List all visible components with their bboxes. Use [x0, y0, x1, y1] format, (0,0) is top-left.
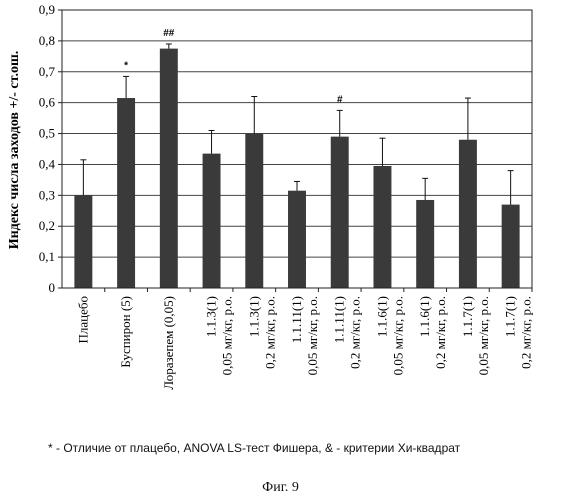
x-category-label-line: 1.1.11(1) [289, 296, 304, 343]
x-category-label-line: 0,05 мг/кг, р.о. [220, 296, 235, 375]
bars [74, 49, 519, 288]
x-category-label: 1.1.11(1)0,05 мг/кг, р.о. [289, 296, 320, 375]
y-axis-label: Индекс числа заходов +/- ст.ош. [7, 51, 22, 250]
y-tick-label: 0,7 [39, 64, 56, 79]
x-category-label-line: 0,2 мг/кг, р.о. [262, 296, 277, 369]
x-category-labels: Плацебо Буспирон (5) Лоразепем (0,05) 1.1.3… [75, 288, 533, 390]
y-tick-label: 0,6 [39, 95, 56, 110]
significance-mark: # [337, 94, 343, 105]
x-category-label-line: 1.1.3(1) [246, 296, 261, 337]
x-category-label: 1.1.7(1)0,2 мг/кг, р.о. [503, 296, 534, 369]
y-tick-label: 0,9 [39, 2, 55, 17]
y-tick-labels: 0 0,1 0,2 0,3 0,4 0,5 0,6 0,7 0,8 0,9 [39, 2, 62, 295]
x-category-label-line: 0,2 мг/кг, р.о. [433, 296, 448, 369]
bar-chart: Индекс числа заходов +/- ст.ош. 00,10,20… [0, 0, 561, 440]
bar [117, 98, 135, 288]
x-category-label-line: 1.1.6(1) [417, 296, 432, 337]
x-category-label-line: 1.1.7(1) [460, 296, 475, 337]
y-tick-label: 0,2 [39, 218, 55, 233]
y-tick-label: 0,1 [39, 249, 55, 264]
footnote: * - Отличие от плацебо, ANOVA LS-тест Фи… [48, 441, 561, 455]
x-category-label-line: 1.1.7(1) [503, 296, 518, 337]
bar [459, 140, 477, 288]
x-category-label-line: Плацебо [75, 296, 90, 344]
x-category-label-line: 1.1.6(1) [374, 296, 389, 337]
y-tick-label: 0,5 [39, 126, 55, 141]
x-category-label-line: 0,05 мг/кг, р.о. [390, 296, 405, 375]
bar [331, 137, 349, 288]
x-category-label: 1.1.6(1)0,2 мг/кг, р.о. [417, 296, 448, 369]
x-category-label-line: Лоразепем (0,05) [161, 296, 176, 390]
x-category-label: 1.1.11(1)0,2 мг/кг, р.о. [332, 296, 363, 369]
significance-marks: *### [124, 28, 343, 105]
bar [373, 166, 391, 288]
bar [74, 195, 92, 288]
x-category-label-line: 0,05 мг/кг, р.о. [476, 296, 491, 375]
significance-mark: * [124, 60, 128, 71]
x-category-label: Плацебо [75, 296, 90, 344]
x-category-label-line: Буспирон (5) [118, 296, 133, 368]
figure-caption: Фиг. 9 [0, 480, 561, 496]
bar [288, 191, 306, 288]
y-tick-label: 0,3 [39, 187, 55, 202]
bar [245, 134, 263, 288]
x-category-label-line: 1.1.3(1) [204, 296, 219, 337]
significance-mark: ## [163, 28, 175, 39]
x-category-label: Буспирон (5) [118, 296, 133, 368]
x-category-label: 1.1.3(1)0,05 мг/кг, р.о. [204, 296, 235, 375]
x-category-label: 1.1.7(1)0,05 мг/кг, р.о. [460, 296, 491, 375]
x-category-label: 1.1.3(1)0,2 мг/кг, р.о. [246, 296, 277, 369]
error-bars [80, 44, 513, 205]
bar [160, 49, 178, 288]
x-category-label-line: 0,2 мг/кг, р.о. [519, 296, 534, 369]
y-tick-label: 0,8 [39, 33, 55, 48]
x-category-label: 1.1.6(1)0,05 мг/кг, р.о. [374, 296, 405, 375]
bar [502, 205, 520, 288]
x-category-label: Лоразепем (0,05) [161, 296, 176, 390]
bar [416, 200, 434, 288]
y-tick-label: 0,4 [39, 156, 56, 171]
x-category-label-line: 0,05 мг/кг, р.о. [305, 296, 320, 375]
x-category-label-line: 0,2 мг/кг, р.о. [348, 296, 363, 369]
bar [203, 154, 221, 288]
x-category-label-line: 1.1.11(1) [332, 296, 347, 343]
y-tick-label: 0 [49, 280, 56, 295]
